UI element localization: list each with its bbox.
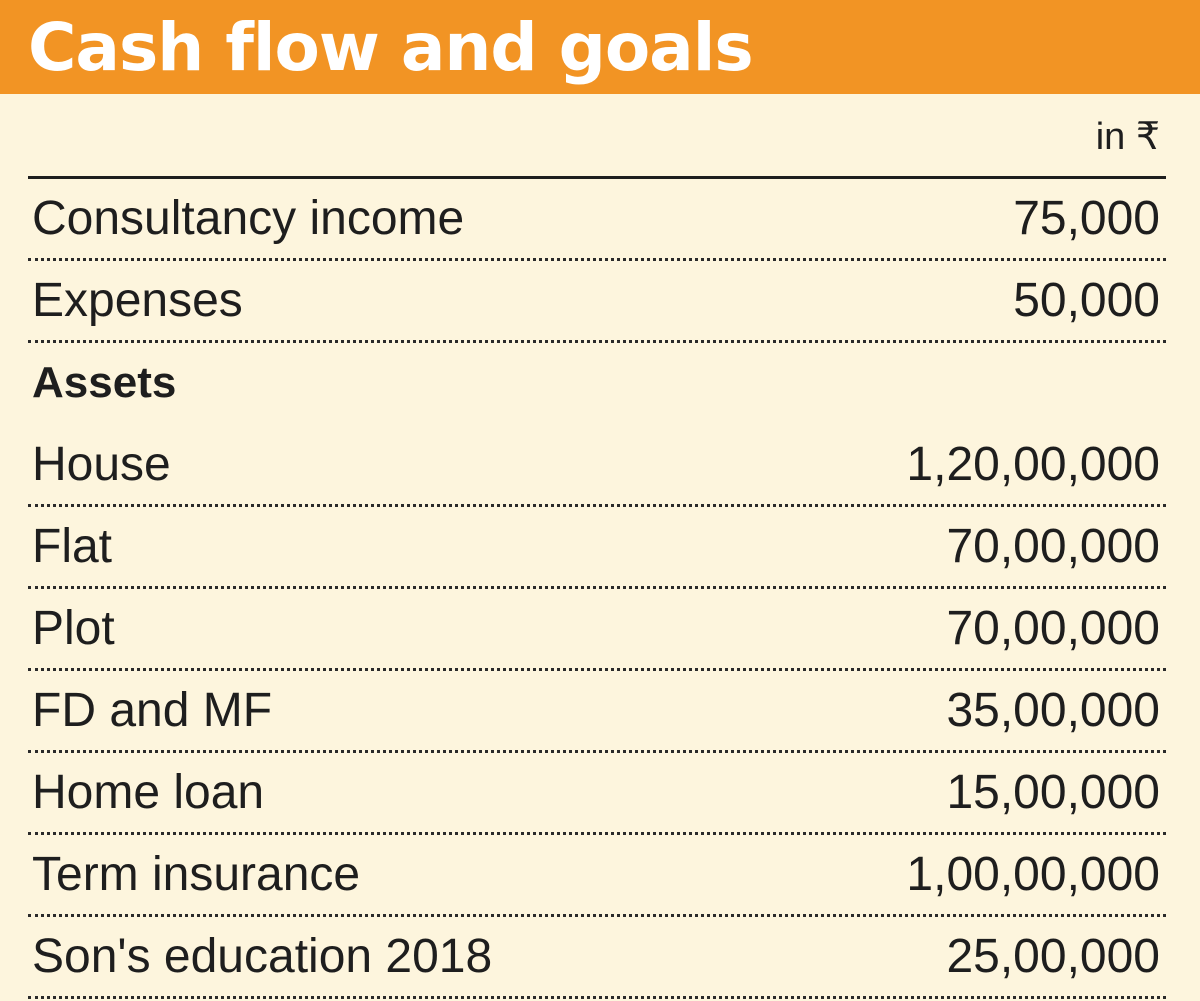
- section-label: Assets: [32, 358, 177, 407]
- row-label: Expenses: [32, 274, 243, 327]
- row-label: House: [32, 438, 171, 491]
- row-label: FD and MF: [32, 684, 273, 737]
- table-row-term-insurance: Term insurance 1,00,00,000: [28, 835, 1166, 917]
- table-row-house: House 1,20,00,000: [28, 425, 1166, 507]
- row-value: 70,00,000: [946, 602, 1160, 655]
- row-value: 1,20,00,000: [906, 438, 1160, 491]
- row-label: Home loan: [32, 766, 265, 819]
- row-value: 35,00,000: [946, 684, 1160, 737]
- table-row-home-loan: Home loan 15,00,000: [28, 753, 1166, 835]
- row-value: 50,000: [1013, 274, 1160, 327]
- row-label: Consultancy income: [32, 192, 465, 245]
- row-value: 75,000: [1013, 192, 1160, 245]
- table-top-rule: [28, 176, 1166, 179]
- unit-note: in ₹: [1095, 116, 1160, 158]
- section-heading-assets: Assets: [28, 343, 1166, 425]
- table-row-expenses: Expenses 50,000: [28, 261, 1166, 343]
- table-row-consultancy-income: Consultancy income 75,000: [28, 179, 1166, 261]
- row-label: Son's education 2018: [32, 930, 493, 983]
- table-row-fd-and-mf: FD and MF 35,00,000: [28, 671, 1166, 753]
- row-label: Flat: [32, 520, 113, 573]
- row-value: 15,00,000: [946, 766, 1160, 819]
- table-row-flat: Flat 70,00,000: [28, 507, 1166, 589]
- row-value: 70,00,000: [946, 520, 1160, 573]
- row-value: 1,00,00,000: [906, 848, 1160, 901]
- table-row-sons-education: Son's education 2018 25,00,000: [28, 917, 1166, 999]
- row-value: 25,00,000: [946, 930, 1160, 983]
- row-label: Term insurance: [32, 848, 361, 901]
- row-label: Plot: [32, 602, 115, 655]
- title-bar: Cash flow and goals: [0, 0, 1200, 94]
- page-title: Cash flow and goals: [28, 9, 754, 86]
- cash-flow-table: Consultancy income 75,000 Expenses 50,00…: [28, 179, 1166, 999]
- table-row-plot: Plot 70,00,000: [28, 589, 1166, 671]
